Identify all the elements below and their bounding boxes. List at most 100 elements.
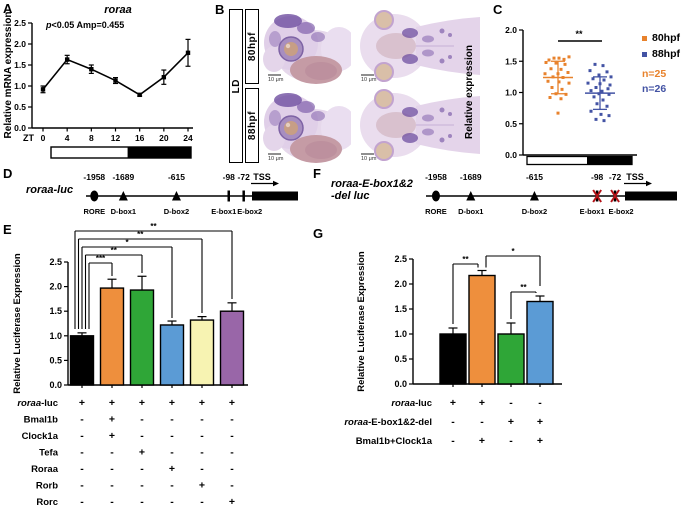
bar	[219, 310, 245, 386]
data-point	[601, 64, 605, 68]
bar	[129, 289, 155, 386]
svg-text:0.5: 0.5	[49, 355, 62, 365]
data-point	[591, 77, 595, 81]
svg-text:1.0: 1.0	[505, 88, 517, 98]
svg-text:n=26: n=26	[642, 83, 666, 95]
svg-text:0: 0	[41, 133, 46, 143]
svg-text:+: +	[109, 414, 115, 426]
data-point	[605, 70, 609, 74]
svg-text:*: *	[125, 238, 129, 247]
svg-text:0.5: 0.5	[14, 102, 26, 112]
data-point	[594, 117, 598, 121]
svg-text:-: -	[110, 463, 114, 475]
svg-text:1.5: 1.5	[394, 304, 407, 314]
svg-text:Bmal1b: Bmal1b	[24, 415, 59, 426]
svg-text:-1689: -1689	[112, 172, 134, 182]
svg-text:+: +	[537, 416, 543, 428]
svg-text:20: 20	[159, 133, 169, 143]
embryo-image-80hpf-lateral: 10 μm	[263, 14, 351, 84]
svg-text:RORE: RORE	[83, 207, 105, 216]
timepoint-88hpf-label: 88hpf	[246, 110, 258, 141]
svg-text:2.0: 2.0	[394, 279, 407, 289]
svg-text:-: -	[170, 496, 174, 508]
svg-text:-615: -615	[526, 172, 543, 182]
data-point	[592, 95, 596, 99]
svg-text:-: -	[509, 435, 513, 447]
panel-a-line-chart: 0.0 0.5 1.0 1.5 2.0 2.5 0 4 8 12 16 20 24 ZT roraa p<0.…	[3, 4, 193, 159]
svg-text:88hpf: 88hpf	[652, 48, 681, 60]
data-point	[557, 56, 561, 60]
svg-text:10 μm: 10 μm	[268, 156, 284, 162]
svg-text:+: +	[139, 447, 145, 459]
data-point	[600, 89, 604, 93]
construct-name-roraa-ebox-del: roraa-E-box1&2 -del luc	[331, 178, 413, 202]
panel-label-e: E	[3, 222, 12, 237]
data-point	[607, 92, 611, 96]
data-point	[543, 72, 547, 76]
svg-text:p<0.05 Amp=0.455: p<0.05 Amp=0.455	[45, 20, 124, 30]
data-point	[566, 71, 570, 74]
data-point	[586, 81, 590, 85]
svg-text:Clock1a: Clock1a	[22, 431, 59, 442]
data-point	[556, 111, 560, 115]
panel-f-promoter-diagram: TSS -1958 RORE -1689 D-box1 -615 D-box2 -98 E-bo…	[425, 172, 677, 216]
svg-text:*: *	[511, 247, 515, 256]
svg-text:TSS: TSS	[253, 172, 271, 182]
svg-text:+: +	[450, 397, 456, 409]
luciferase-gene-box	[625, 191, 677, 201]
svg-text:-: -	[140, 463, 144, 475]
svg-text:+: +	[479, 397, 485, 409]
svg-text:+: +	[109, 397, 115, 409]
panel-label-d: D	[3, 166, 13, 181]
svg-text:-: -	[200, 447, 204, 459]
data-point	[557, 80, 561, 84]
timepoint-88hpf-box: 88hpf	[245, 88, 259, 163]
svg-text:-98: -98	[223, 172, 236, 182]
dbox-element	[171, 191, 181, 201]
timepoint-80hpf-label: 80hpf	[246, 31, 258, 62]
svg-text:16: 16	[135, 133, 145, 143]
svg-text:Relative Luciferase Expression: Relative Luciferase Expression	[12, 253, 23, 394]
svg-text:-1689: -1689	[460, 172, 482, 182]
dbox-element	[529, 191, 539, 201]
svg-text:+: +	[229, 397, 235, 409]
svg-text:-: -	[140, 414, 144, 426]
svg-text:ZT: ZT	[23, 133, 34, 143]
data-point	[567, 81, 571, 85]
svg-text:-: -	[80, 430, 84, 442]
svg-text:-: -	[451, 435, 455, 447]
bar	[159, 324, 185, 386]
svg-text:-: -	[230, 447, 234, 459]
svg-text:+: +	[229, 496, 235, 508]
svg-text:E-box2: E-box2	[609, 207, 634, 216]
svg-text:***: ***	[96, 254, 106, 263]
svg-text:-: -	[230, 463, 234, 475]
data-point	[593, 62, 597, 66]
data-point	[550, 86, 554, 89]
svg-text:24: 24	[183, 133, 193, 143]
svg-text:10 μm: 10 μm	[361, 156, 377, 162]
bar	[69, 335, 95, 386]
svg-text:1.5: 1.5	[14, 60, 26, 70]
svg-text:RORE: RORE	[425, 207, 447, 216]
ld-condition-box: LD	[229, 9, 243, 163]
svg-text:n=25: n=25	[642, 68, 666, 80]
dbox-element	[118, 191, 128, 201]
svg-text:**: **	[150, 222, 157, 231]
svg-text:1.5: 1.5	[505, 56, 517, 66]
svg-text:-: -	[110, 480, 114, 492]
data-point	[40, 87, 46, 92]
data-point	[559, 97, 563, 101]
luciferase-gene-box	[252, 191, 298, 201]
data-point	[609, 75, 613, 79]
svg-text:+: +	[169, 463, 175, 475]
data-point	[564, 92, 568, 96]
svg-text:-1958: -1958	[83, 172, 105, 182]
svg-text:+: +	[479, 435, 485, 447]
svg-text:+: +	[169, 397, 175, 409]
svg-text:-: -	[480, 416, 484, 428]
svg-text:roraa-luc: roraa-luc	[391, 398, 432, 409]
svg-text:-: -	[140, 480, 144, 492]
svg-text:D-box2: D-box2	[164, 207, 189, 216]
